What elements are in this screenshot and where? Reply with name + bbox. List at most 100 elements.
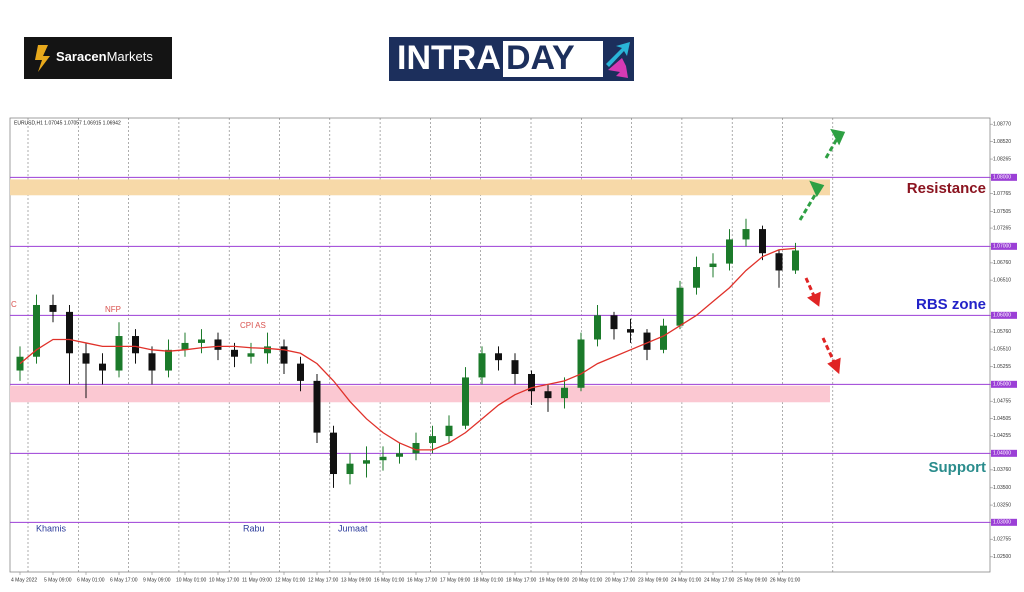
candle-body: [544, 391, 552, 399]
y-tick-label: 1.05760: [993, 329, 1011, 335]
y-tick-label: 1.07505: [993, 209, 1011, 215]
x-tick-label: 12 May 17:00: [308, 577, 339, 583]
candle-body: [33, 304, 40, 357]
y-tick-label: 1.03760: [993, 467, 1011, 473]
level-label-box: [991, 173, 1017, 181]
x-tick-label: 23 May 09:00: [638, 577, 669, 583]
x-tick-label: 5 May 09:00: [44, 577, 72, 583]
y-tick-label: 1.06000: [993, 313, 1011, 319]
x-tick-label: 20 May 17:00: [605, 577, 636, 583]
candle-body: [99, 363, 106, 371]
candle-body: [66, 311, 73, 354]
candle-body: [396, 453, 403, 457]
intraday-arrow-down: [608, 58, 628, 78]
y-tick-label: 1.07000: [993, 244, 1011, 250]
candle-body: [132, 336, 139, 354]
y-tick-label: 1.03250: [993, 502, 1011, 508]
y-tick-label: 1.08520: [993, 139, 1011, 145]
x-tick-label: 24 May 01:00: [671, 577, 702, 583]
y-tick-label: 1.06760: [993, 260, 1011, 266]
candle-body: [198, 339, 205, 343]
y-tick-label: 1.05255: [993, 364, 1011, 370]
candle-body: [478, 353, 486, 378]
candle-body: [676, 287, 684, 326]
candle-body: [445, 425, 453, 437]
candle-body: [759, 229, 766, 254]
x-tick-label: 18 May 01:00: [473, 577, 504, 583]
candle-body: [346, 463, 354, 475]
logo-icon: [35, 45, 50, 72]
candle-body: [709, 263, 717, 268]
x-tick-label: 10 May 01:00: [176, 577, 207, 583]
y-tick-label: 1.04255: [993, 433, 1011, 439]
forecast-arrows: [798, 128, 846, 375]
y-tick-label: 1.05000: [993, 382, 1011, 388]
candle-body: [462, 377, 469, 426]
candle-body: [297, 363, 304, 381]
candle-body: [247, 353, 255, 357]
x-tick-label: 12 May 01:00: [275, 577, 306, 583]
level-label-box: [991, 311, 1017, 319]
candle-body: [231, 349, 238, 357]
x-tick-label: 13 May 09:00: [341, 577, 372, 583]
x-tick-label: 20 May 01:00: [572, 577, 603, 583]
candle-body: [280, 346, 288, 364]
zone-label: Support: [929, 459, 987, 476]
y-tick-label: 1.03000: [993, 520, 1011, 526]
candle-body: [627, 329, 634, 333]
y-tick-label: 1.03500: [993, 485, 1011, 491]
y-tick-label: 1.08000: [993, 175, 1011, 181]
candle-body: [742, 229, 750, 240]
candle-body: [429, 436, 436, 443]
intraday-b: DAY: [506, 39, 575, 77]
plot-frame: [9, 117, 991, 573]
candle-body: [313, 380, 321, 433]
x-tick-label: 16 May 01:00: [374, 577, 405, 583]
level-label-box: [991, 449, 1017, 457]
intraday-a: INTRA: [397, 39, 501, 77]
annotation: C: [11, 300, 17, 309]
logo-text-a: Saracen: [56, 49, 107, 64]
candle-body: [181, 342, 189, 350]
candle-body: [775, 253, 783, 271]
candle-body: [792, 250, 799, 271]
level-label-box: [991, 380, 1017, 388]
zone-label: RBS zone: [916, 296, 986, 313]
x-tick-label: 11 May 09:00: [242, 577, 272, 583]
level-label-box: [991, 242, 1017, 250]
x-tick-label: 24 May 17:00: [704, 577, 735, 583]
candle-body: [577, 339, 585, 388]
annotation: Khamis: [36, 523, 67, 533]
x-tick-label: 6 May 17:00: [110, 577, 138, 583]
zone: [10, 385, 830, 403]
y-tick-label: 1.07265: [993, 225, 1011, 231]
y-tick-label: 1.08265: [993, 156, 1011, 162]
candle-body: [726, 239, 733, 264]
x-tick-label: 26 May 01:00: [770, 577, 801, 583]
arrow-head: [827, 357, 841, 375]
y-tick-label: 1.07765: [993, 191, 1011, 197]
candle-body: [165, 349, 172, 371]
y-tick-label: 1.06510: [993, 277, 1011, 283]
candle-body: [643, 332, 651, 350]
logo-text: SaracenMarkets: [56, 49, 153, 64]
candle-body: [511, 360, 519, 374]
y-tick-label: 1.05510: [993, 346, 1011, 352]
arrow-up: [824, 136, 840, 159]
annotation: Jumaat: [338, 523, 368, 533]
candle-body: [82, 353, 90, 364]
arrow-head: [830, 128, 846, 146]
arrow-down: [804, 277, 816, 297]
annotation: Rabu: [243, 523, 265, 533]
y-tick-label: 1.02500: [993, 554, 1011, 560]
candle-body: [148, 353, 156, 371]
plot: 1.08770 1.08520 1.08265 1.08000 1.07765 1.075…: [10, 118, 1017, 583]
candle-body: [693, 267, 700, 288]
y-tick-label: 1.04505: [993, 416, 1011, 422]
x-tick-label: 4 May 2022: [11, 577, 37, 583]
arrow-up: [798, 189, 820, 221]
candle-body: [594, 315, 601, 340]
logo-box: [24, 37, 172, 79]
